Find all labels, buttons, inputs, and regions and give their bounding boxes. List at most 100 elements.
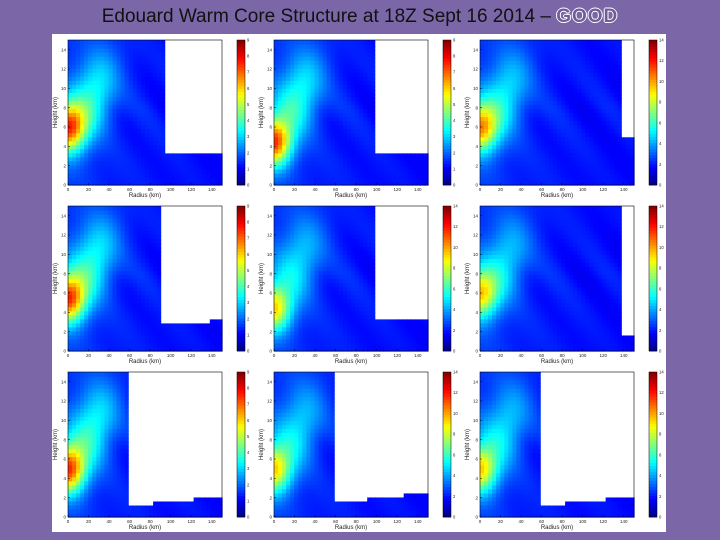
heatmap-cell <box>128 128 134 134</box>
heatmap-cell <box>124 88 130 93</box>
heatmap-cell <box>100 52 106 57</box>
heatmap-cell <box>605 96 611 102</box>
heatmap-cell <box>145 88 150 93</box>
heatmap-cell <box>100 148 106 154</box>
heatmap-cell <box>532 56 538 61</box>
y-tick-label: 10 <box>267 86 273 91</box>
heatmap-cell <box>391 108 397 114</box>
heatmap-cell <box>601 112 607 118</box>
heatmap-cell <box>625 144 631 150</box>
heatmap-cell <box>84 124 89 130</box>
colorbar-segment <box>237 127 245 132</box>
heatmap-cell <box>496 160 501 166</box>
heatmap-cell <box>213 164 219 170</box>
heatmap-cell <box>504 64 509 69</box>
heatmap-cell <box>609 128 615 134</box>
heatmap-cell <box>330 76 336 81</box>
heatmap-cell <box>177 120 183 126</box>
heatmap-cell <box>415 92 421 97</box>
heatmap-cell <box>76 60 81 65</box>
heatmap-cell <box>318 44 324 49</box>
heatmap-cell <box>112 238 118 243</box>
colorbar-segment <box>649 61 657 65</box>
heatmap-cell <box>217 140 223 146</box>
heatmap-cell <box>104 80 110 85</box>
heatmap-cell <box>322 152 328 158</box>
heatmap-cell <box>68 286 73 292</box>
heatmap-cell <box>84 214 89 219</box>
heatmap-cell <box>387 60 393 65</box>
heatmap-cell <box>383 160 389 166</box>
heatmap-cell <box>92 172 97 178</box>
heatmap-cell <box>621 132 627 138</box>
heatmap-cell <box>492 156 497 162</box>
heatmap-cell <box>383 180 389 186</box>
heatmap-cell <box>92 120 97 126</box>
heatmap-cell <box>351 152 356 158</box>
heatmap-cell <box>548 160 554 166</box>
heatmap-cell <box>128 104 134 110</box>
heatmap-cell <box>492 136 497 142</box>
heatmap-cell <box>108 314 114 320</box>
heatmap-cell <box>189 136 195 142</box>
heatmap-cell <box>72 104 77 110</box>
heatmap-cell <box>286 84 291 89</box>
heatmap-cell <box>617 52 623 57</box>
heatmap-cell <box>536 164 542 170</box>
heatmap-cell <box>217 156 223 162</box>
heatmap-cell <box>480 56 485 61</box>
heatmap-cell <box>338 160 344 166</box>
heatmap-cell <box>411 104 417 110</box>
heatmap-cell <box>488 120 493 126</box>
heatmap-cell <box>185 140 191 146</box>
heatmap-cell <box>355 124 360 130</box>
heatmap-cell <box>528 52 534 57</box>
heatmap-cell <box>302 76 308 81</box>
heatmap-cell <box>351 48 356 53</box>
heatmap-cell <box>278 136 283 142</box>
heatmap-cell <box>528 76 534 81</box>
heatmap-cell <box>88 226 93 231</box>
heatmap-cell <box>290 100 295 106</box>
heatmap-cell <box>326 116 332 122</box>
heatmap-cell <box>605 120 611 126</box>
heatmap-cell <box>217 56 223 61</box>
heatmap-cell <box>88 294 93 300</box>
heatmap-cell <box>282 160 287 166</box>
heatmap-cell <box>116 80 122 85</box>
heatmap-cell <box>625 180 631 186</box>
heatmap-cell <box>189 168 195 174</box>
y-tick-label: 2 <box>63 163 66 168</box>
heatmap-cell <box>573 60 578 65</box>
heatmap-cell <box>120 262 126 268</box>
heatmap-cell <box>326 172 332 178</box>
heatmap-cell <box>173 40 179 45</box>
heatmap-cell <box>548 44 554 49</box>
heatmap-cell <box>605 136 611 142</box>
heatmap-cell <box>290 112 295 118</box>
heatmap-cell <box>149 80 154 85</box>
plot-frame <box>273 39 429 186</box>
heatmap-cell <box>346 56 352 61</box>
heatmap-cell <box>92 176 97 182</box>
heatmap-cell <box>609 136 615 142</box>
heatmap-cell <box>213 60 219 65</box>
heatmap-cell <box>124 132 130 138</box>
heatmap-cell <box>294 40 299 45</box>
heatmap-cell <box>536 40 542 45</box>
heatmap-cell <box>548 56 554 61</box>
heatmap-cell <box>274 64 279 69</box>
y-tick-label: 0 <box>269 183 272 188</box>
heatmap-cell <box>149 148 154 154</box>
heatmap-cell <box>84 48 89 53</box>
heatmap-cell <box>104 112 110 118</box>
heatmap-cell <box>371 160 376 166</box>
heatmap-cell <box>423 76 429 81</box>
heatmap-cell <box>326 64 332 69</box>
heatmap-cell <box>197 108 203 114</box>
heatmap-cell <box>480 84 485 89</box>
heatmap-cell <box>88 206 93 211</box>
heatmap-cell <box>80 346 85 352</box>
heatmap-cell <box>387 164 393 170</box>
heatmap-cell <box>363 176 368 182</box>
